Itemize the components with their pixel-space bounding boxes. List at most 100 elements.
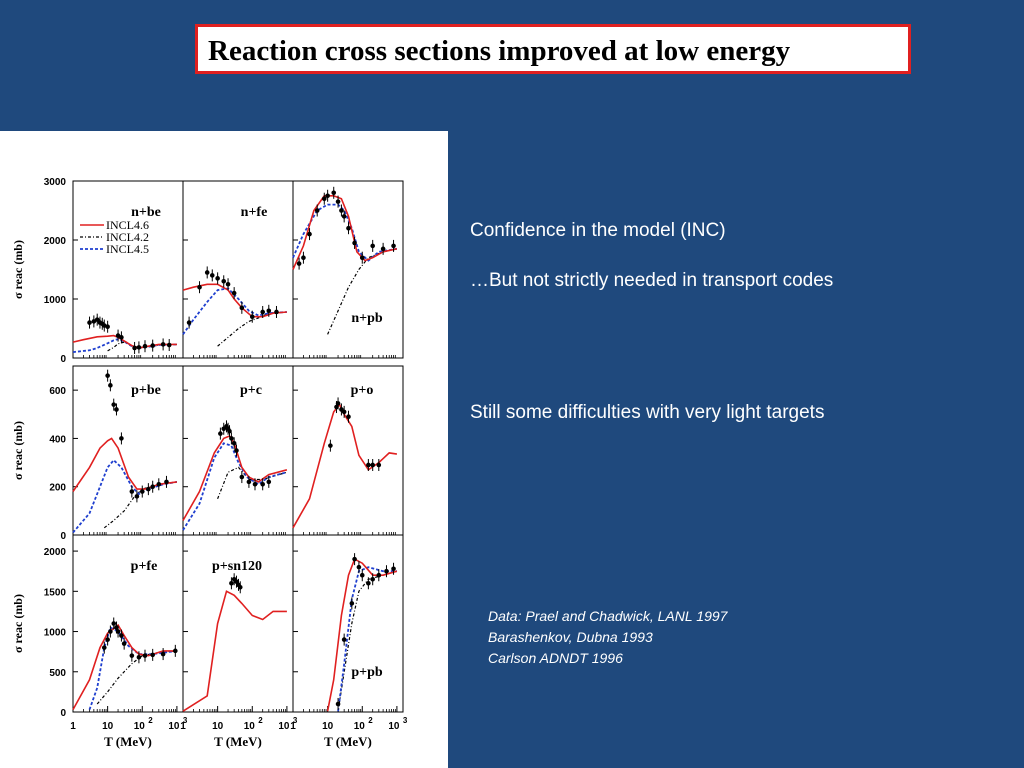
series-line-incl46 — [326, 557, 398, 712]
data-point — [346, 225, 351, 231]
y-tick-label: 0 — [60, 354, 66, 365]
data-point — [215, 276, 220, 281]
x-tick-exponent: 2 — [258, 716, 263, 725]
series-line-incl46 — [72, 437, 178, 492]
data-point — [296, 261, 302, 266]
data-point — [129, 653, 135, 658]
data-point — [331, 190, 337, 196]
series-line-incl46 — [72, 334, 177, 349]
series-line-incl42 — [217, 466, 288, 500]
data-point — [101, 645, 107, 650]
data-point — [142, 343, 148, 349]
data-point — [119, 335, 124, 340]
data-point — [234, 448, 239, 453]
y-axis-label: σ reac (mb) — [11, 240, 25, 299]
data-point — [352, 556, 357, 562]
data-point — [111, 621, 117, 626]
data-point — [249, 314, 255, 319]
data-point — [346, 414, 351, 420]
x-tick-label: 1 — [180, 721, 186, 732]
series-line-incl45 — [88, 626, 178, 710]
data-point — [274, 309, 279, 315]
data-point — [132, 345, 137, 351]
y-tick-label: 1000 — [44, 295, 67, 306]
y-tick-label: 200 — [49, 483, 66, 494]
data-point — [156, 482, 162, 487]
x-tick-exponent: 2 — [148, 716, 153, 725]
x-tick-exponent: 2 — [368, 716, 373, 725]
data-point — [105, 373, 110, 378]
data-point — [307, 231, 312, 237]
data-point — [160, 651, 166, 657]
data-point — [328, 443, 333, 448]
panel-label: p+be — [131, 383, 161, 398]
x-tick-label: 1 — [290, 721, 296, 732]
data-point — [376, 572, 382, 578]
y-tick-label: 1500 — [44, 587, 67, 598]
data-point — [352, 240, 357, 246]
series-line-incl42 — [107, 341, 177, 352]
data-point — [114, 407, 119, 412]
data-point — [341, 409, 347, 415]
data-point — [204, 270, 210, 275]
panel-label: p+pb — [351, 665, 383, 680]
data-point — [391, 566, 396, 572]
x-tick-label: 10 — [244, 721, 256, 732]
bullet-confidence: Confidence in the model (INC) — [470, 220, 726, 241]
legend-entry: INCL4.2 — [106, 230, 149, 244]
data-point — [136, 654, 142, 660]
data-point — [376, 462, 382, 468]
data-point — [391, 243, 396, 249]
panel-label: n+fe — [241, 205, 268, 220]
data-point — [252, 482, 258, 487]
reference-line: Barashenkov, Dubna 1993 — [488, 629, 653, 645]
data-point — [166, 342, 172, 348]
data-point — [335, 701, 341, 707]
panel-label: p+sn120 — [212, 559, 262, 574]
data-point — [370, 576, 375, 582]
bullet-transport-codes: …But not strictly needed in transport co… — [470, 270, 834, 291]
data-point — [209, 273, 215, 278]
series-line-incl45 — [337, 566, 397, 712]
series-line-incl46 — [182, 590, 287, 712]
data-point — [146, 486, 151, 492]
data-point — [218, 431, 223, 436]
data-point — [173, 648, 178, 654]
y-tick-label: 600 — [49, 386, 66, 397]
y-tick-label: 500 — [49, 668, 66, 679]
panel-frame — [292, 365, 404, 536]
series-line-incl42 — [96, 650, 177, 705]
data-point — [121, 641, 127, 646]
x-tick-exponent: 3 — [183, 716, 188, 725]
data-point — [150, 484, 155, 490]
x-tick-label: 10 — [168, 721, 180, 732]
data-point — [366, 462, 371, 468]
y-tick-label: 2000 — [44, 236, 67, 247]
data-point — [225, 281, 231, 287]
data-point — [108, 629, 113, 634]
data-point — [339, 208, 344, 213]
data-point — [266, 479, 272, 485]
data-point — [105, 324, 110, 330]
data-point — [335, 401, 341, 406]
data-point — [129, 489, 135, 494]
panel-frame — [72, 365, 184, 536]
data-point — [150, 343, 155, 348]
x-tick-label: 1 — [70, 721, 76, 732]
series-line-incl46 — [182, 435, 288, 521]
data-point — [229, 580, 234, 586]
x-tick-label: 10 — [102, 721, 114, 732]
y-tick-label: 0 — [60, 531, 66, 542]
x-tick-label: 10 — [278, 721, 290, 732]
x-tick-label: 10 — [212, 721, 224, 732]
data-point — [115, 629, 121, 634]
series-line-incl46 — [72, 623, 177, 710]
data-point — [314, 208, 320, 213]
data-point — [359, 572, 365, 578]
data-point — [231, 290, 237, 296]
panel-frame — [72, 534, 184, 713]
data-point — [260, 482, 265, 487]
legend-entry: INCL4.5 — [106, 242, 149, 256]
data-point — [321, 196, 327, 201]
cross-section-chart: 0 1000 2000 3000 σ reac (mb) 0 200 400 600 σ reac… — [11, 177, 408, 749]
